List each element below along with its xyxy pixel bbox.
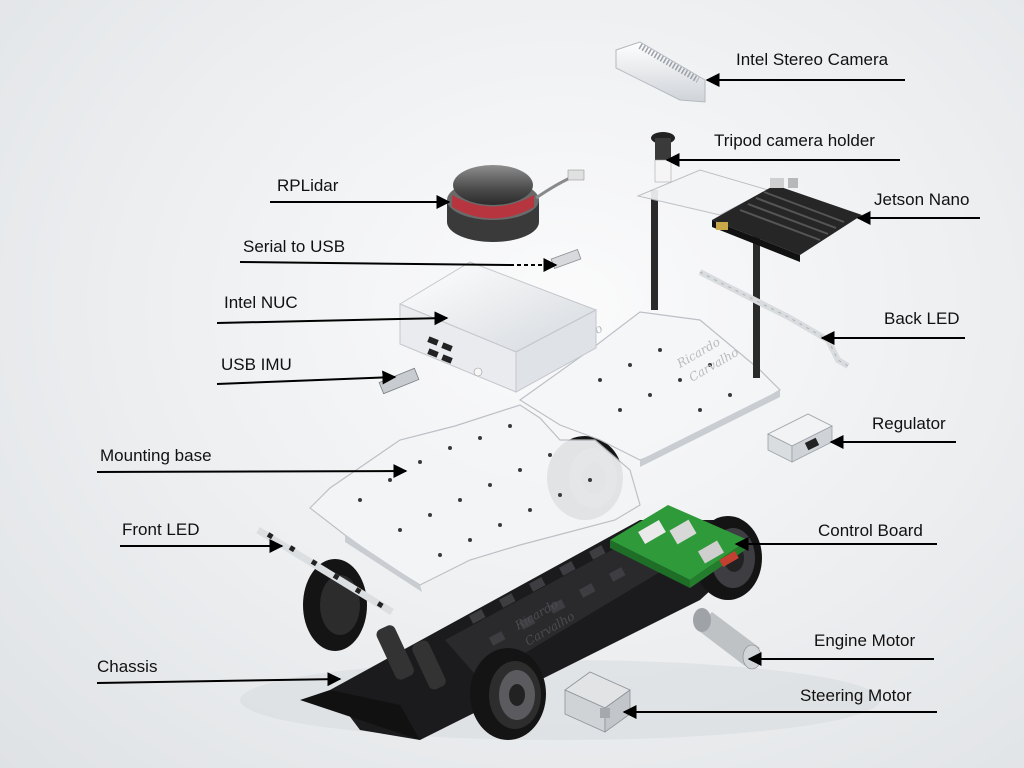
mounting-base-part [309,404,641,592]
label-control-board: Control Board [818,521,923,540]
label-intel-stereo-camera: Intel Stereo Camera [736,50,889,69]
jetson-nano-part [712,178,862,262]
leader-lines-right [622,73,980,719]
label-back-led: Back LED [884,309,960,328]
label-mounting-base: Mounting base [100,446,212,465]
regulator-part [767,413,833,463]
wheel-front-left [303,559,367,651]
chassis [300,520,760,740]
stereo-camera-part [615,41,706,103]
steering-motor-part [564,671,631,733]
label-jetson-nano: Jetson Nano [874,190,970,209]
label-rplidar: RPLidar [277,176,339,195]
upper-deck [518,311,781,467]
label-regulator: Regulator [872,414,946,433]
label-serial-to-usb: Serial to USB [243,237,346,256]
label-usb-imu: USB IMU [221,355,292,374]
intel-nuc-part [398,261,598,393]
control-board-part [610,505,748,588]
usb-imu-part [378,367,420,395]
label-chassis: Chassis [97,657,158,676]
leader-lines [96,195,558,687]
label-steering-motor: Steering Motor [800,686,912,705]
label-tripod-camera-holder: Tripod camera holder [714,131,875,150]
label-engine-motor: Engine Motor [814,631,916,650]
rplidar-part [447,165,585,242]
label-intel-nuc: Intel NUC [224,293,298,312]
label-front-led: Front LED [122,520,200,539]
wheel-front-right [470,648,546,740]
